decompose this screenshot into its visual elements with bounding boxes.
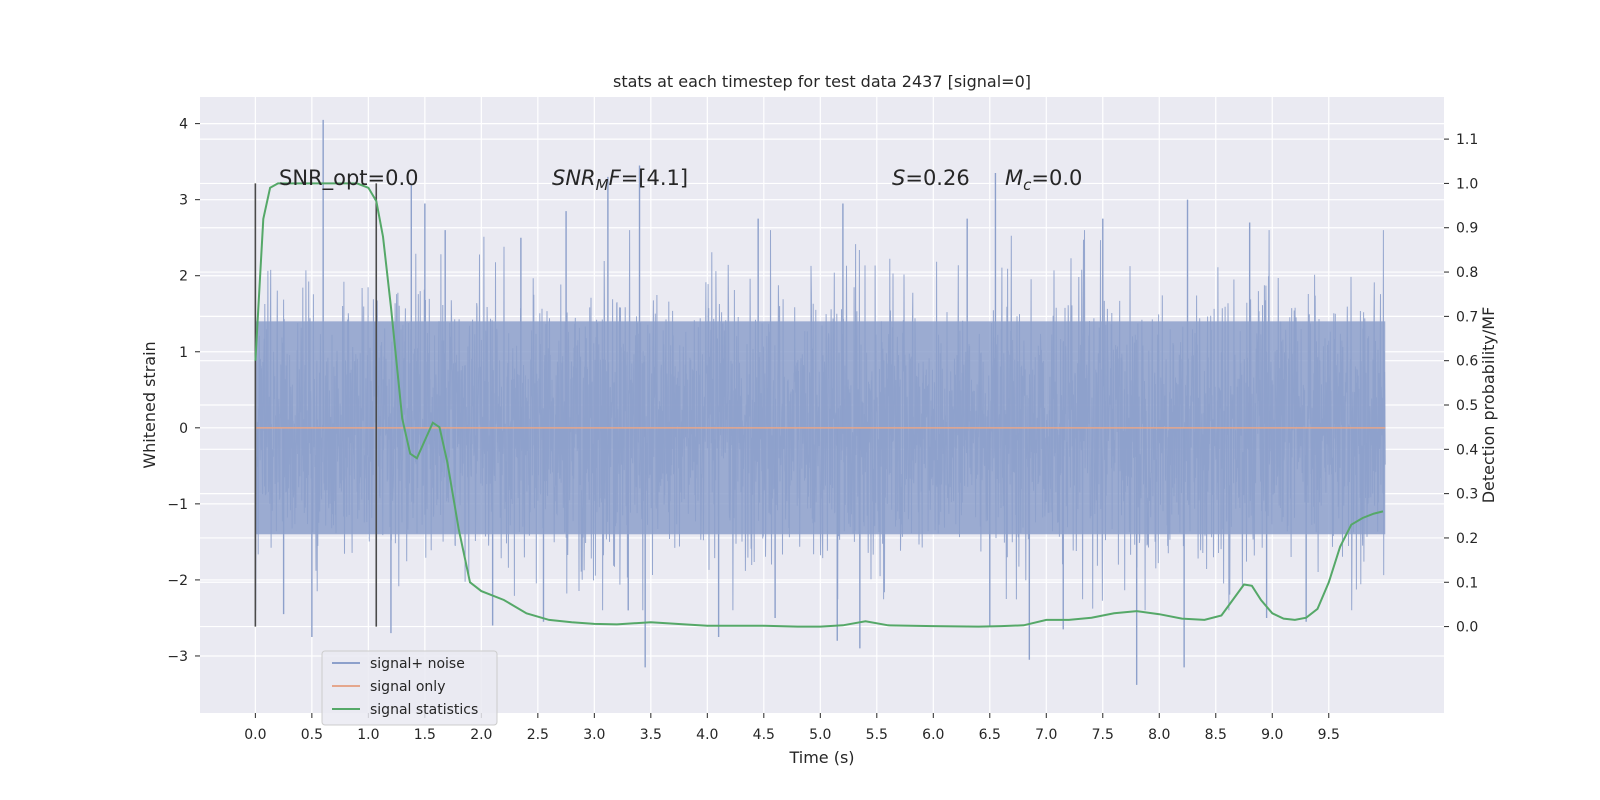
x-tick-label: 6.0 <box>922 727 944 743</box>
y-left-axis-label: Whitened strain <box>140 341 159 468</box>
legend-label-signal-noise: signal+ noise <box>370 656 465 672</box>
x-tick-label: 5.0 <box>809 727 831 743</box>
chart-title: stats at each timestep for test data 243… <box>613 72 1031 91</box>
x-tick-label: 7.5 <box>1092 727 1114 743</box>
x-tick-label: 7.0 <box>1035 727 1057 743</box>
x-axis-ticks: 0.0 0.5 1.0 1.5 2.0 2.5 3.0 3.5 4.0 4.5 5.0 5.5 6.0 6… <box>244 713 1340 743</box>
annotation-snr-opt: SNR_opt=0.0 <box>279 166 419 191</box>
x-tick-label: 3.0 <box>583 727 605 743</box>
y-right-tick-label: 0.4 <box>1456 442 1478 458</box>
y-right-tick-label: 0.6 <box>1456 354 1478 370</box>
signal-statistics-line <box>254 182 1384 628</box>
legend-box <box>321 650 498 726</box>
x-tick-label: 6.5 <box>979 727 1001 743</box>
y-right-tick-label: 0.8 <box>1456 265 1478 281</box>
annotation-mc: Mc=0.0 <box>1005 166 1082 194</box>
y-right-tick-label: 1.0 <box>1456 176 1478 192</box>
annotation-snr-mf: SNRMF=[4.1] <box>552 166 688 194</box>
y-left-tick-label: 0 <box>179 421 188 437</box>
y-left-tick-label: −2 <box>167 573 188 589</box>
y-right-tick-label: 0.9 <box>1456 221 1478 237</box>
x-axis-label: Time (s) <box>788 748 854 767</box>
x-tick-label: 0.5 <box>301 727 323 743</box>
x-tick-label: 2.0 <box>470 727 492 743</box>
y-left-tick-label: 2 <box>179 269 188 285</box>
x-tick-label: 0.0 <box>244 727 266 743</box>
y-left-tick-label: −1 <box>167 497 188 513</box>
y-left-axis-ticks: −3 −2 −1 0 1 2 3 4 <box>167 117 200 665</box>
y-right-axis-ticks: 0.0 0.1 0.2 0.3 0.4 0.5 0.6 0.7 0.8 0.9 1.0 1.1 <box>1444 132 1478 636</box>
signal-statistics-series <box>254 182 1384 628</box>
y-left-tick-label: 4 <box>179 117 188 133</box>
x-tick-label: 9.5 <box>1318 727 1340 743</box>
y-right-axis-label: Detection probability/MF <box>1479 307 1498 504</box>
x-tick-label: 4.0 <box>696 727 718 743</box>
x-tick-label: 4.5 <box>753 727 775 743</box>
y-right-tick-label: 0.2 <box>1456 531 1478 547</box>
x-tick-label: 8.5 <box>1205 727 1227 743</box>
legend-label-signal-only: signal only <box>370 679 445 695</box>
vertical-markers <box>254 183 378 627</box>
y-left-tick-label: 3 <box>179 193 188 209</box>
legend-label-signal-statistics: signal statistics <box>370 702 478 718</box>
y-right-tick-label: 1.1 <box>1456 132 1478 148</box>
x-tick-label: 5.5 <box>866 727 888 743</box>
y-right-tick-label: 0.1 <box>1456 575 1478 591</box>
legend: signal+ noise signal only signal statist… <box>321 650 498 726</box>
x-tick-label: 3.5 <box>640 727 662 743</box>
y-right-tick-label: 0.3 <box>1456 487 1478 503</box>
y-right-tick-label: 0.5 <box>1456 398 1478 414</box>
y-left-tick-label: −3 <box>167 649 188 665</box>
annotation-s: S=0.26 <box>892 166 970 190</box>
y-right-tick-label: 0.0 <box>1456 620 1478 636</box>
y-right-tick-label: 0.7 <box>1456 309 1478 325</box>
x-tick-label: 9.0 <box>1261 727 1283 743</box>
x-tick-label: 1.5 <box>414 727 436 743</box>
x-tick-label: 8.0 <box>1148 727 1170 743</box>
x-tick-label: 2.5 <box>527 727 549 743</box>
y-left-tick-label: 1 <box>179 345 188 361</box>
x-tick-label: 1.0 <box>357 727 379 743</box>
